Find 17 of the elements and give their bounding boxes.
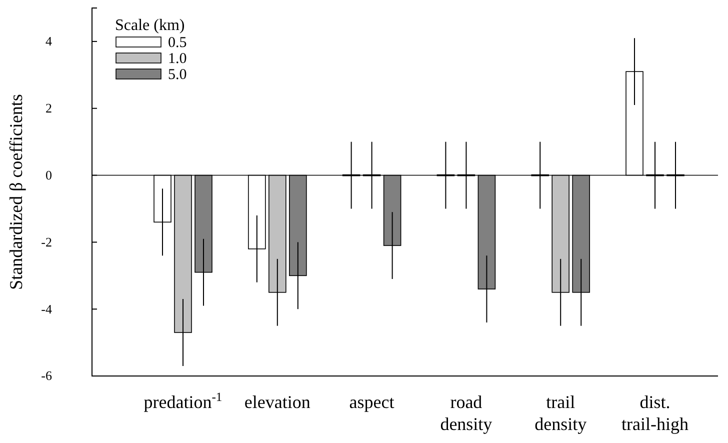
legend-title: Scale (km) <box>115 17 185 34</box>
x-tick-label: dist. trail-high <box>622 392 688 434</box>
x-tick-label: aspect <box>349 392 394 412</box>
y-tick-label: -6 <box>41 368 52 384</box>
y-tick-label: -4 <box>41 301 52 316</box>
y-tick-label: 2 <box>46 100 52 116</box>
x-tick-label: trail density <box>534 392 587 434</box>
x-tick-label: elevation <box>244 392 310 412</box>
legend-label: 0.5 <box>168 35 187 51</box>
x-tick-label: predation$^{-1}$ <box>144 390 222 412</box>
y-tick-label: 4 <box>46 34 52 49</box>
y-axis-title: Standardized β coefficients <box>6 94 26 290</box>
x-tick-label: road density <box>440 392 492 434</box>
y-tick-label: -2 <box>41 234 52 250</box>
legend-label: 5.0 <box>168 67 187 83</box>
legend-label: 1.0 <box>168 51 187 67</box>
y-tick-label: 0 <box>46 167 52 182</box>
